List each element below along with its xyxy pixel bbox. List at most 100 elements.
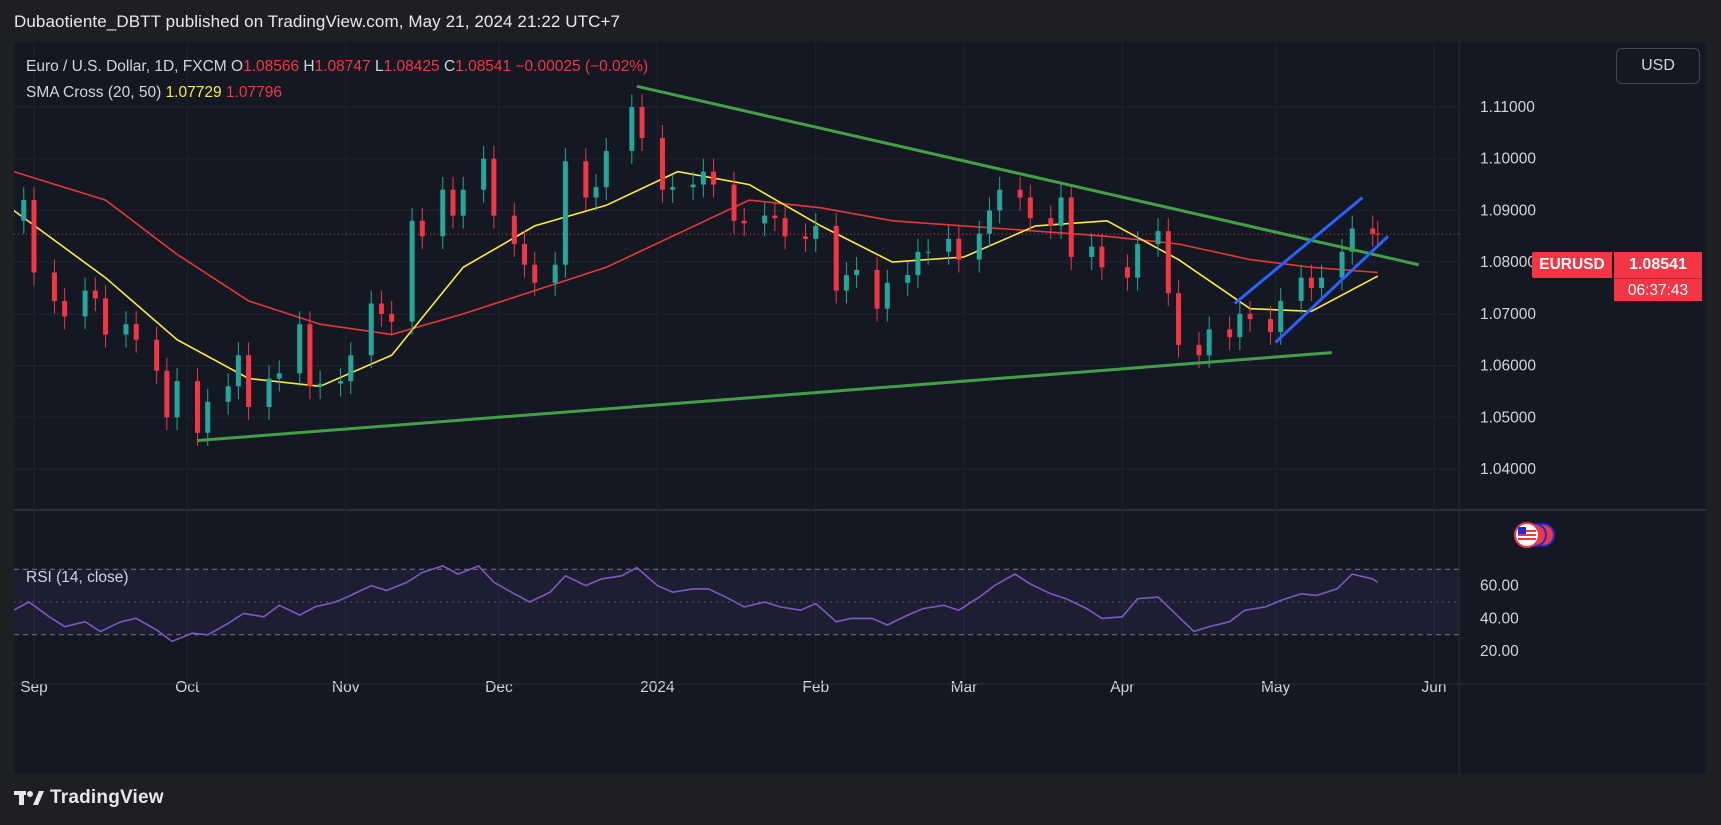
rsi-line: [14, 564, 1379, 643]
chart-canvas[interactable]: 1.04000 1.05000 1.06000 1.07000 1.08000 1.090…: [14, 42, 1706, 774]
us-flag-event-icon[interactable]: [1498, 520, 1558, 550]
candle-body: [1339, 251, 1345, 278]
candle-body: [511, 215, 517, 245]
sma-title[interactable]: SMA Cross (20, 50): [26, 84, 162, 101]
candle-body: [854, 269, 860, 276]
sma-legend: SMA Cross (20, 50) 1.07729 1.07796: [26, 80, 648, 106]
candle-body: [946, 238, 952, 252]
high-value: 1.08747: [314, 58, 371, 75]
candle-body: [762, 215, 768, 224]
price-tick-label: 1.08000: [1480, 254, 1536, 271]
chart-frame[interactable]: 1.04000 1.05000 1.06000 1.07000 1.08000 1.090…: [14, 42, 1706, 774]
sma-fast-value: 1.07729: [165, 84, 222, 101]
candle-body: [782, 218, 788, 237]
candle-body: [986, 210, 992, 234]
price-tick-label: 1.10000: [1480, 151, 1536, 168]
candle-body: [246, 355, 252, 407]
candle-body: [1298, 277, 1304, 301]
candle-body: [803, 236, 809, 239]
candle-body: [915, 251, 921, 276]
candle-body: [1048, 218, 1054, 226]
candle-body: [82, 290, 88, 317]
symbol-title[interactable]: Euro / U.S. Dollar, 1D, FXCM: [26, 58, 227, 75]
candle-body: [884, 282, 890, 309]
price-tick-label: 1.06000: [1480, 358, 1536, 375]
sma-slow-value: 1.07796: [225, 84, 282, 101]
candle-body: [813, 225, 819, 239]
candle-body: [235, 355, 241, 387]
candle-body: [1176, 293, 1182, 345]
candle-body: [133, 324, 139, 340]
candle-body: [460, 189, 466, 216]
symbol-badge: EURUSD: [1532, 252, 1612, 278]
candle-body: [976, 233, 982, 260]
publisher-line: Dubaotiente_DBTT published on TradingVie…: [14, 12, 621, 31]
channel-line: [1274, 235, 1390, 344]
candle-body: [1206, 329, 1212, 356]
candle-body: [522, 244, 528, 265]
candle-body: [583, 161, 589, 198]
trendline: [636, 84, 1420, 267]
candle-body: [317, 383, 323, 387]
candle-body: [639, 107, 645, 139]
candle-body: [440, 189, 446, 237]
candle-body: [1124, 267, 1130, 278]
candle-body: [700, 171, 706, 185]
price-badge: EURUSD 1.08541 06:37:43: [1532, 252, 1702, 301]
candle-body: [21, 200, 27, 221]
candle-body: [276, 373, 282, 379]
time-tick-label: Feb: [802, 679, 829, 696]
candle-body: [92, 290, 98, 299]
currency-button[interactable]: USD: [1616, 48, 1700, 84]
candle-body: [1349, 228, 1355, 252]
price-tick-label: 1.07000: [1480, 306, 1536, 323]
candle-body: [1155, 231, 1161, 245]
candle-body: [195, 381, 201, 433]
rsi-title[interactable]: RSI (14, close): [26, 569, 129, 586]
price-tick-label: 1.04000: [1480, 461, 1536, 478]
open-label: O: [231, 58, 244, 75]
open-value: 1.08566: [243, 58, 300, 75]
candle-body: [1196, 344, 1202, 356]
candle-body: [997, 189, 1003, 211]
time-tick-label: May: [1261, 679, 1291, 696]
candle-body: [1068, 197, 1074, 257]
candle-body: [297, 324, 303, 374]
time-tick-label: Oct: [175, 679, 200, 696]
trendline: [197, 351, 1332, 443]
candle-body: [389, 313, 395, 322]
candle-body: [741, 220, 747, 224]
candle-body: [532, 264, 538, 283]
candle-body: [1058, 197, 1064, 226]
rsi-tick-label: 60.00: [1480, 578, 1519, 595]
rsi-tick-label: 20.00: [1480, 643, 1519, 660]
time-tick-label: Apr: [1110, 679, 1134, 696]
candle-body: [593, 187, 599, 198]
publish-header: Dubaotiente_DBTT published on TradingVie…: [0, 0, 1721, 42]
candle-body: [1027, 197, 1033, 219]
candle-body: [552, 264, 558, 283]
candle-body: [491, 158, 497, 216]
candle-body: [1099, 246, 1105, 268]
close-value: 1.08541: [455, 58, 512, 75]
candle-body: [348, 355, 354, 382]
candle-body: [450, 189, 456, 216]
candle-body: [103, 298, 109, 335]
ohlc-legend: Euro / U.S. Dollar, 1D, FXCM O1.08566 H1…: [26, 54, 648, 80]
candle-body: [481, 158, 487, 190]
tradingview-logo-icon: [14, 791, 44, 805]
candle-body: [562, 161, 568, 265]
candle-body: [164, 370, 170, 418]
tradingview-logo[interactable]: TradingView: [14, 787, 164, 809]
candle-body: [1278, 300, 1284, 332]
candle-body: [659, 138, 665, 190]
candle-body: [205, 401, 211, 433]
candle-body: [1375, 233, 1381, 235]
candle-body: [1135, 244, 1141, 278]
footer: TradingView: [0, 774, 1721, 825]
candle-body: [1267, 319, 1273, 332]
candle-body: [603, 150, 609, 188]
rsi-tick-label: 40.00: [1480, 610, 1519, 627]
price-tick-label: 1.11000: [1480, 99, 1535, 116]
time-tick-label: Jun: [1422, 679, 1447, 696]
